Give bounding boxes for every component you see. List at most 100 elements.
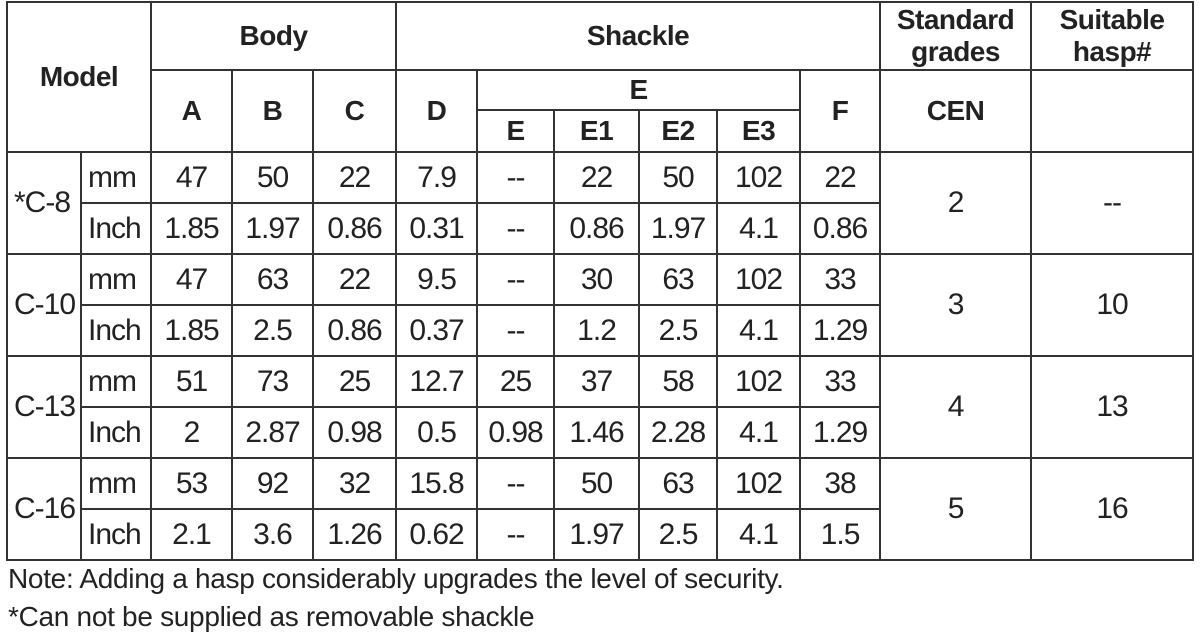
value-a: 47 xyxy=(150,253,234,306)
table-row: C-16 mm 53 92 32 15.8 -- 50 63 102 38 5 … xyxy=(6,457,1195,561)
table-row: Inch 2.1 3.6 1.26 0.62 -- 1.97 2.5 4.1 1… xyxy=(7,508,1193,561)
unit-label: mm xyxy=(79,457,153,510)
value-hasp: 13 xyxy=(1030,355,1195,459)
header-standard-grades: Standard grades xyxy=(879,1,1033,71)
value-c: 25 xyxy=(312,355,398,408)
value-e1: 1.97 xyxy=(553,508,641,561)
header-e1: E1 xyxy=(553,109,641,153)
table-row: Inch 2 2.87 0.98 0.5 0.98 1.46 2.28 4.1 … xyxy=(7,406,1193,459)
value-b: 3.6 xyxy=(231,508,315,561)
value-b: 1.97 xyxy=(231,202,315,255)
value-a: 47 xyxy=(150,151,234,204)
value-e1: 30 xyxy=(553,253,641,306)
value-b: 2.5 xyxy=(231,304,315,357)
value-d: 0.31 xyxy=(395,202,479,255)
header-e2: E2 xyxy=(638,109,719,153)
value-f: 1.29 xyxy=(799,406,882,459)
value-f: 38 xyxy=(799,457,882,510)
table-row: Inch 1.85 2.5 0.86 0.37 -- 1.2 2.5 4.1 1… xyxy=(7,304,1193,357)
value-cen-grade: 2 xyxy=(879,151,1033,255)
header-f: F xyxy=(799,69,882,153)
value-e1: 1.46 xyxy=(553,406,641,459)
value-f: 33 xyxy=(799,355,882,408)
table-row: C-13 mm 51 73 25 12.7 25 37 58 102 33 4 … xyxy=(6,355,1195,459)
value-e3: 102 xyxy=(716,457,802,510)
header-hasp-blank xyxy=(1030,69,1195,153)
value-b: 50 xyxy=(231,151,315,204)
unit-label: Inch xyxy=(79,508,153,561)
value-f: 22 xyxy=(799,151,882,204)
value-e1: 37 xyxy=(553,355,641,408)
header-c: C xyxy=(312,69,398,153)
value-e: 0.98 xyxy=(476,406,556,459)
value-cen-grade: 3 xyxy=(879,253,1033,357)
value-e: -- xyxy=(476,253,556,306)
model-name: C-10 xyxy=(6,253,82,357)
value-a: 2.1 xyxy=(150,508,234,561)
value-e3: 4.1 xyxy=(716,508,802,561)
unit-label: Inch xyxy=(79,304,153,357)
value-e: 25 xyxy=(476,355,556,408)
value-d: 0.5 xyxy=(395,406,479,459)
table-row: *C-8 mm 47 50 22 7.9 -- 22 50 102 22 2 -… xyxy=(6,151,1195,255)
header-a: A xyxy=(150,69,234,153)
value-f: 1.29 xyxy=(799,304,882,357)
unit-label: mm xyxy=(79,151,153,204)
value-e3: 4.1 xyxy=(716,304,802,357)
value-e2: 2.5 xyxy=(638,304,719,357)
value-c: 32 xyxy=(312,457,398,510)
value-cen-grade: 4 xyxy=(879,355,1033,459)
header-body: Body xyxy=(150,1,398,71)
value-f: 1.5 xyxy=(799,508,882,561)
header-d: D xyxy=(395,69,479,153)
value-e3: 4.1 xyxy=(716,202,802,255)
header-cen: CEN xyxy=(879,69,1033,153)
spec-table: Model Body Shackle Standard grades Suita… xyxy=(5,1,1195,561)
unit-label: Inch xyxy=(79,202,153,255)
value-e1: 0.86 xyxy=(553,202,641,255)
value-c: 22 xyxy=(312,253,398,306)
model-name: C-16 xyxy=(6,457,82,561)
value-e: -- xyxy=(476,151,556,204)
model-name: *C-8 xyxy=(6,151,82,255)
header-b: B xyxy=(231,69,315,153)
value-e1: 1.2 xyxy=(553,304,641,357)
value-f: 33 xyxy=(799,253,882,306)
value-e3: 102 xyxy=(716,151,802,204)
header-e3: E3 xyxy=(716,109,802,153)
unit-label: Inch xyxy=(79,406,153,459)
value-e2: 2.5 xyxy=(638,508,719,561)
value-hasp: -- xyxy=(1030,151,1195,255)
value-e1: 22 xyxy=(553,151,641,204)
value-c: 0.86 xyxy=(312,202,398,255)
table-row: C-10 mm 47 63 22 9.5 -- 30 63 102 33 3 1… xyxy=(6,253,1195,357)
table-row: Inch 1.85 1.97 0.86 0.31 -- 0.86 1.97 4.… xyxy=(7,202,1193,255)
value-e: -- xyxy=(476,508,556,561)
value-e: -- xyxy=(476,304,556,357)
note-hasp: Note: Adding a hasp considerably upgrade… xyxy=(8,563,784,594)
value-e: -- xyxy=(476,457,556,510)
value-c: 0.86 xyxy=(312,304,398,357)
value-a: 53 xyxy=(150,457,234,510)
value-e3: 102 xyxy=(716,355,802,408)
value-d: 0.37 xyxy=(395,304,479,357)
value-a: 2 xyxy=(150,406,234,459)
header-suitable-hasp: Suitable hasp# xyxy=(1030,1,1195,71)
value-b: 2.87 xyxy=(231,406,315,459)
value-d: 0.62 xyxy=(395,508,479,561)
value-d: 9.5 xyxy=(395,253,479,306)
value-c: 1.26 xyxy=(312,508,398,561)
notes: Note: Adding a hasp considerably upgrade… xyxy=(8,560,1188,636)
note-removable-shackle: *Can not be supplied as removable shackl… xyxy=(8,601,535,632)
value-c: 0.98 xyxy=(312,406,398,459)
unit-label: mm xyxy=(79,355,153,408)
model-name: C-13 xyxy=(6,355,82,459)
header-e: E xyxy=(476,109,556,153)
value-hasp: 16 xyxy=(1030,457,1195,561)
value-e: -- xyxy=(476,202,556,255)
value-d: 7.9 xyxy=(395,151,479,204)
header-shackle: Shackle xyxy=(395,1,882,71)
value-a: 1.85 xyxy=(150,304,234,357)
value-c: 22 xyxy=(312,151,398,204)
value-e1: 50 xyxy=(553,457,641,510)
